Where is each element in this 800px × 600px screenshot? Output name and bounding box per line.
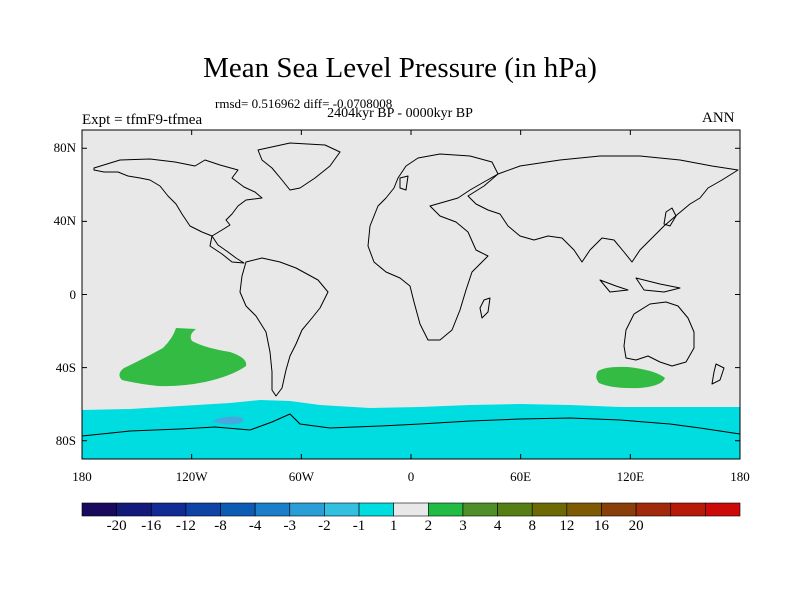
- colorbar-label: 16: [593, 518, 609, 534]
- colorbar-label: 2: [424, 518, 433, 534]
- time-period: 2404kyr BP - 0000kyr BP: [327, 106, 473, 121]
- colorbar-swatch: [254, 502, 291, 517]
- coast-madagascar: [479, 297, 491, 319]
- colorbar-swatch: [116, 502, 152, 517]
- amundsen-sea-negative-region: [212, 416, 244, 425]
- coast-north-america: [93, 158, 263, 264]
- colorbar-label: -3: [283, 518, 297, 534]
- colorbar-label: 8: [528, 518, 536, 534]
- colorbar-swatch: [601, 502, 637, 517]
- colorbar-swatch: [531, 502, 568, 517]
- coast-antarctica: [82, 413, 740, 437]
- stats-line: rmsd= 0.516962 diff= -0.0708008: [215, 96, 393, 111]
- colorbar-swatch: [220, 502, 256, 517]
- coast-south-america: [239, 257, 329, 397]
- colorbar: [81, 502, 741, 517]
- coast-maritime: [599, 277, 681, 293]
- x-axis-label: 180: [72, 469, 92, 484]
- colorbar-swatch: [324, 502, 360, 517]
- coast-australia: [623, 301, 695, 367]
- colorbar-label: 4: [493, 518, 502, 534]
- colorbar-swatch: [393, 502, 429, 517]
- colorbar-label: -8: [214, 518, 227, 534]
- map-background: [82, 130, 740, 459]
- colorbar-label: 20: [628, 518, 644, 534]
- coast-japan: [663, 207, 677, 227]
- colorbar-swatch: [185, 502, 221, 517]
- colorbar-swatch: [705, 502, 741, 517]
- coast-uk: [399, 175, 409, 191]
- colorbar-label: -2: [318, 518, 331, 534]
- season-label: ANN: [702, 110, 735, 126]
- colorbar-swatch: [358, 502, 394, 517]
- colorbar-label: -1: [352, 518, 366, 534]
- y-axis-label: 80N: [53, 140, 76, 156]
- colorbar-swatch: [289, 502, 325, 517]
- coast-asia: [467, 155, 739, 263]
- colorbar-swatch: [635, 502, 672, 517]
- colorbar-swatch: [670, 502, 706, 517]
- y-axis-label: 0: [69, 286, 77, 302]
- south-pacific-positive-region: [119, 328, 247, 387]
- experiment-label: Expt = tfmF9-tfmea: [82, 112, 203, 128]
- coast-africa-europe: [367, 153, 499, 341]
- y-axis-label: 40N: [53, 213, 76, 229]
- chart-title: Mean Sea Level Pressure (in hPa): [203, 52, 597, 84]
- x-axis-label: 0: [407, 469, 415, 484]
- colorbar-label: 3: [459, 518, 467, 534]
- colorbar-label: -12: [175, 518, 196, 534]
- colorbar-label: 1: [389, 518, 398, 534]
- colorbar-swatch: [150, 502, 187, 517]
- colorbar-label: 12: [559, 518, 575, 534]
- y-axis-label: 80S: [55, 432, 76, 448]
- coast-new-zealand: [711, 363, 725, 385]
- colorbar-label: -4: [248, 518, 262, 534]
- colorbar-swatch: [462, 502, 498, 517]
- southern-indian-positive-region: [596, 366, 665, 389]
- x-axis-label: 180: [730, 469, 750, 484]
- colorbar-label: -16: [141, 518, 162, 534]
- x-axis-label: 120E: [616, 469, 645, 484]
- x-axis-label: 120W: [175, 469, 208, 484]
- southern-ocean-negative-region: [82, 400, 740, 459]
- x-axis-label: 60E: [510, 469, 532, 484]
- coast-greenland: [257, 142, 341, 191]
- y-axis-label: 40S: [55, 359, 76, 375]
- colorbar-swatch: [428, 502, 464, 517]
- colorbar-swatch: [497, 502, 533, 517]
- x-axis-label: 60W: [288, 469, 314, 484]
- colorbar-swatch: [566, 502, 602, 517]
- colorbar-swatch: [81, 502, 117, 517]
- axis-ticks: [81, 130, 741, 459]
- coastlines: [82, 142, 740, 437]
- colorbar-label: -20: [106, 518, 127, 534]
